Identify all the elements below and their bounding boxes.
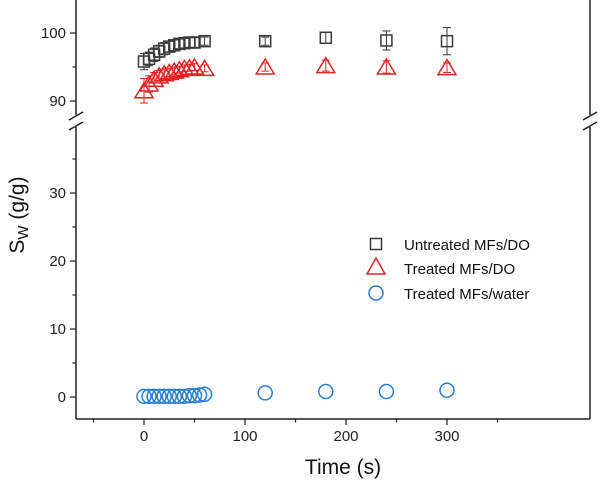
- data-point-square: [440, 34, 454, 48]
- x-tick-label: 300: [434, 428, 459, 445]
- data-point-circle: [141, 388, 157, 405]
- legend-label-treated-do: Treated MFs/DO: [404, 261, 515, 278]
- data-point-square: [380, 34, 393, 47]
- data-point-circle: [151, 388, 167, 405]
- axis-break-mark-right: [582, 111, 598, 121]
- x-axis-title: Time (s): [305, 456, 381, 479]
- y-axis-title-subscript: W: [15, 225, 32, 240]
- data-point-square: [188, 36, 201, 49]
- data-point-circle: [166, 388, 183, 405]
- data-point-triangle: [376, 57, 397, 75]
- x-tick-label: 0: [140, 428, 148, 445]
- data-point-circle: [196, 386, 213, 403]
- y-tick-label: 90: [49, 93, 66, 110]
- y-tick-label: 0: [58, 389, 66, 406]
- data-point-circle: [257, 385, 273, 401]
- data-point-circle: [191, 387, 208, 403]
- data-point-circle: [181, 387, 198, 404]
- data-point-triangle: [143, 69, 165, 87]
- data-point-circle: [378, 383, 395, 400]
- y-axis-title-unit: (g/g): [6, 176, 29, 225]
- y-tick-label: 10: [49, 321, 66, 338]
- series-layer: [133, 27, 458, 405]
- axis-break-mark-left: [68, 121, 84, 131]
- data-point-square: [258, 34, 272, 48]
- legend-label-treated-water: Treated MFs/water: [404, 286, 529, 303]
- data-point-circle: [176, 388, 193, 405]
- data-point-triangle: [184, 57, 205, 75]
- data-point-triangle: [148, 66, 170, 84]
- y-axis-title-main: S: [6, 240, 29, 254]
- legend-marker-treated-water: [368, 285, 384, 301]
- data-point-circle: [161, 388, 177, 405]
- legend-marker-treated-do: [365, 256, 387, 275]
- data-point-circle: [156, 388, 172, 405]
- data-point-circle: [171, 388, 188, 405]
- y-axis-title: SW (g/g): [6, 176, 32, 253]
- data-point-triangle: [436, 58, 458, 76]
- series-circle: [136, 382, 455, 405]
- series-triangle: [133, 56, 458, 104]
- legend: Untreated MFs/DO Treated MFs/DO Treated …: [365, 237, 530, 303]
- data-point-triangle: [194, 58, 215, 77]
- y-axis-ticks: 0 10 20 30 90 100: [41, 25, 76, 406]
- x-axis-ticks: 0 100 200 300: [92, 419, 499, 445]
- data-point-circle: [136, 388, 152, 405]
- legend-label-untreated: Untreated MFs/DO: [404, 237, 530, 254]
- data-point-circle: [439, 382, 455, 398]
- data-point-triangle: [254, 57, 276, 75]
- data-point-square: [319, 31, 333, 45]
- axes: [68, 0, 598, 420]
- y-tick-label: 30: [49, 185, 66, 202]
- data-point-circle: [146, 388, 162, 405]
- data-point-circle: [186, 387, 203, 404]
- y-tick-label: 20: [49, 253, 66, 270]
- x-tick-label: 200: [333, 428, 358, 445]
- data-point-triangle: [315, 56, 337, 74]
- legend-marker-untreated: [369, 237, 383, 251]
- y-tick-label: 100: [41, 25, 66, 42]
- data-point-square: [198, 34, 211, 48]
- series-square: [137, 27, 454, 71]
- axis-break-mark-right: [582, 121, 598, 131]
- x-tick-label: 100: [232, 428, 257, 445]
- axis-break-mark-left: [68, 111, 84, 121]
- data-point-circle: [318, 383, 334, 400]
